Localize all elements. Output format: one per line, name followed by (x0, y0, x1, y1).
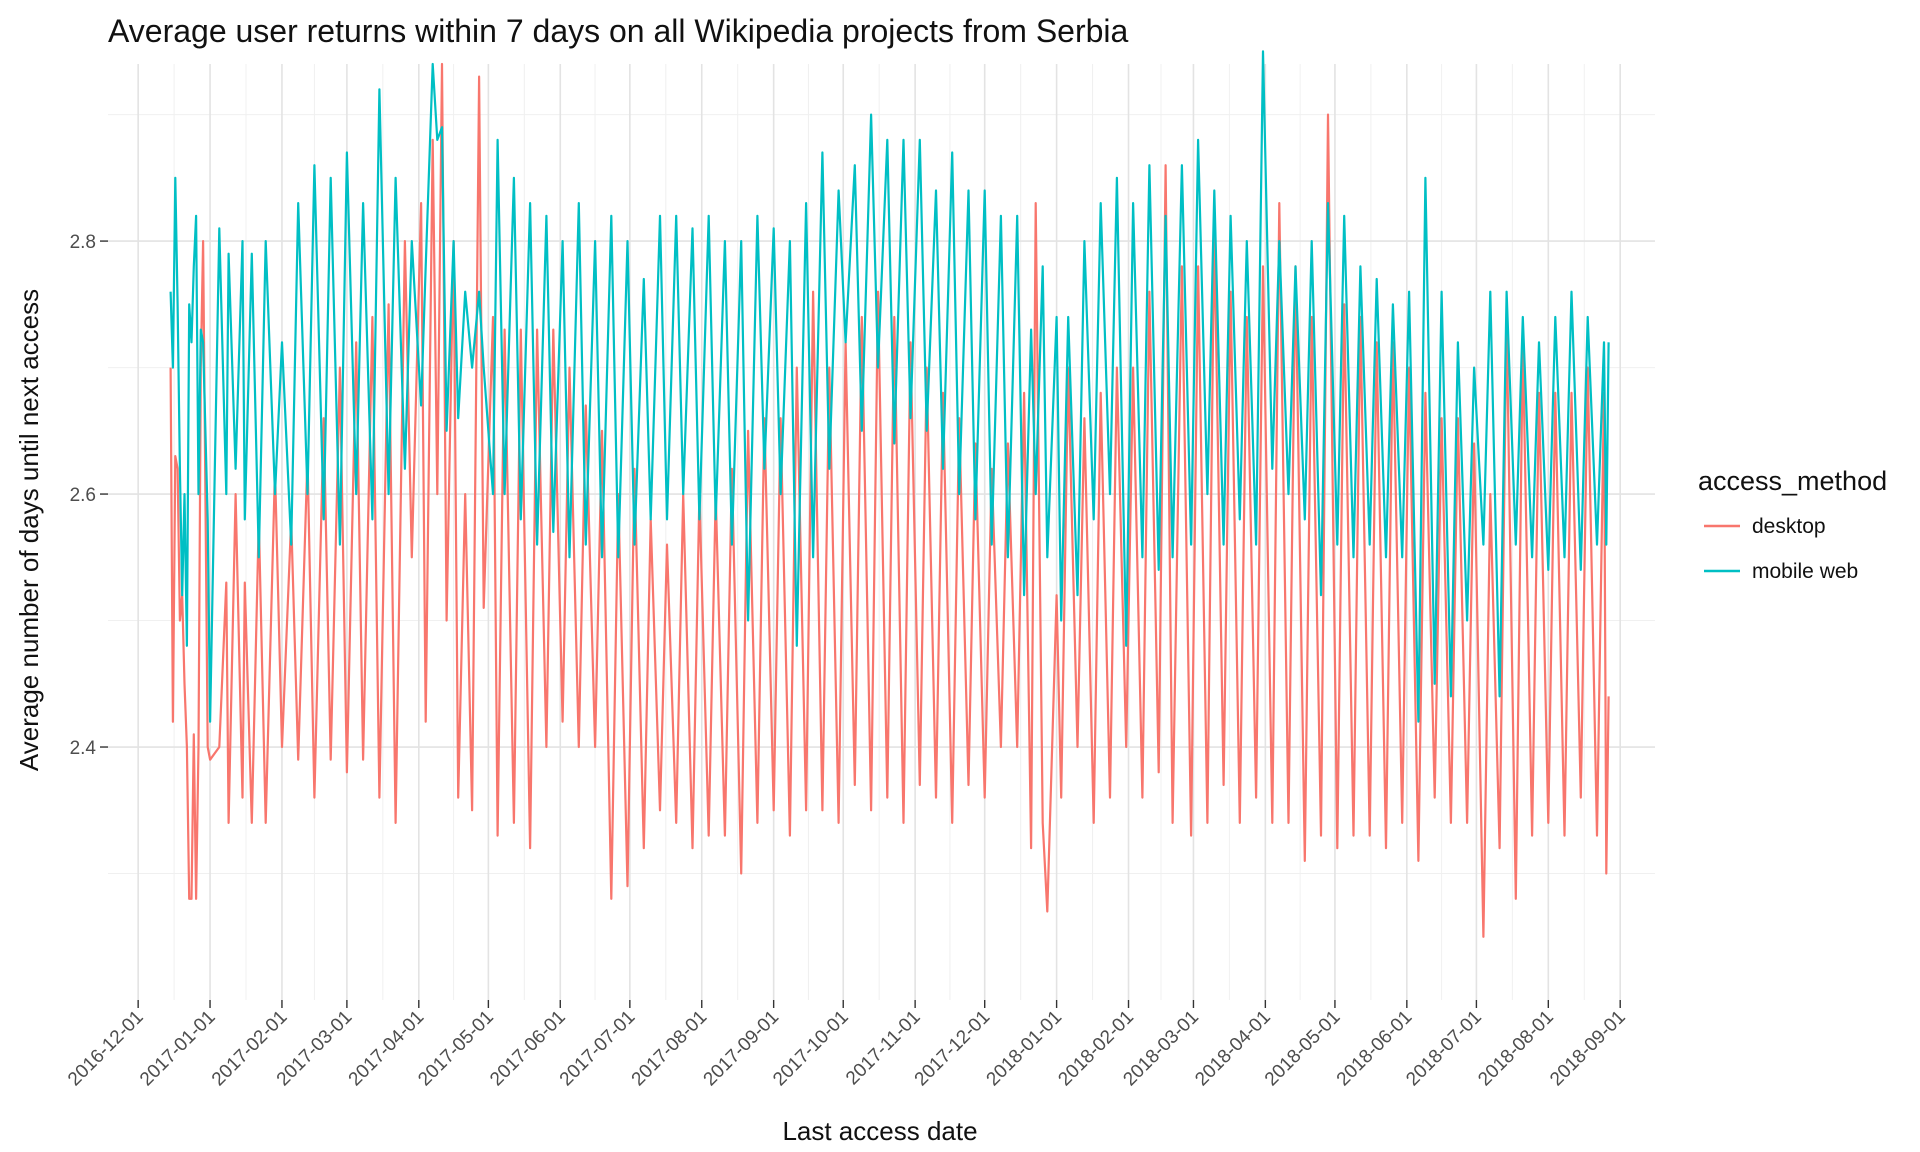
grid (108, 64, 1655, 1000)
x-axis-label: Last access date (782, 1116, 977, 1146)
legend-label-desktop: desktop (1752, 515, 1826, 538)
series-line-desktop (169, 62, 1610, 938)
series-line-mobile-web (169, 50, 1610, 723)
legend-label-mobile-web: mobile web (1752, 560, 1858, 583)
y-tick-label: 2.4 (70, 738, 97, 759)
legend-title: access_method (1698, 466, 1887, 496)
chart-title: Average user returns within 7 days on al… (108, 13, 1129, 49)
y-tick-label: 2.6 (70, 485, 96, 506)
y-axis-label: Average number of days until next access (14, 289, 44, 771)
series-layer (169, 50, 1610, 938)
y-axis: 2.4 2.6 2.8 (70, 232, 108, 759)
y-tick-label: 2.8 (70, 232, 96, 253)
legend: access_method desktop mobile web (1698, 466, 1887, 583)
